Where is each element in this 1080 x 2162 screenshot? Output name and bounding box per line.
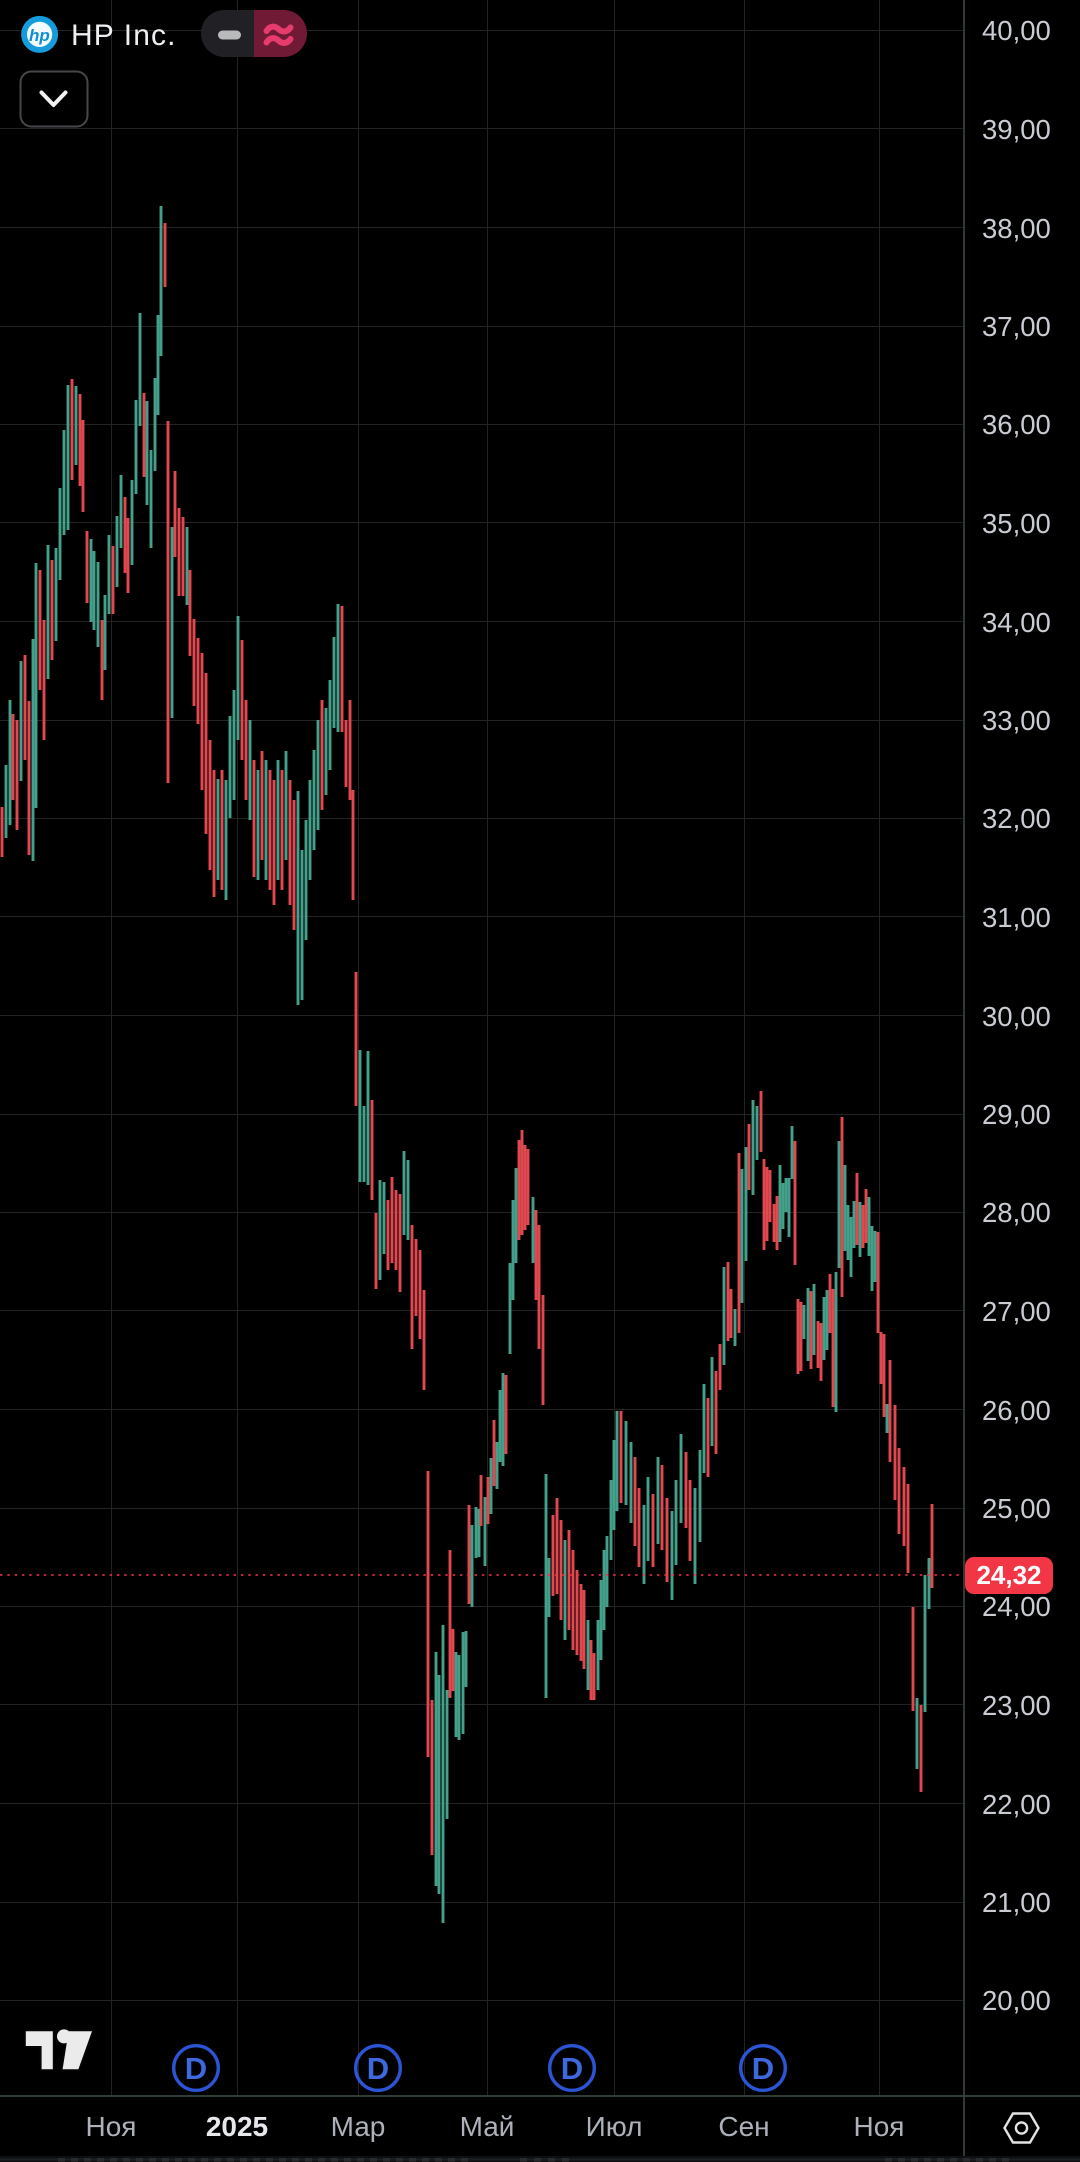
svg-text:Ноя: Ноя [854,2111,905,2142]
svg-text:Сен: Сен [718,2111,769,2142]
svg-text:hp: hp [29,26,50,45]
svg-text:D: D [367,2051,389,2086]
svg-text:27,00: 27,00 [982,1296,1051,1327]
svg-text:40,00: 40,00 [982,15,1051,46]
svg-text:31,00: 31,00 [982,902,1051,933]
svg-text:Мар: Мар [331,2111,386,2142]
svg-text:24,32: 24,32 [976,1560,1041,1590]
svg-text:39,00: 39,00 [982,114,1051,145]
svg-text:29,00: 29,00 [982,1099,1051,1130]
svg-text:Июл: Июл [586,2111,643,2142]
svg-text:37,00: 37,00 [982,311,1051,342]
svg-text:28,00: 28,00 [982,1197,1051,1228]
svg-text:25,00: 25,00 [982,1493,1051,1524]
svg-text:20,00: 20,00 [982,1985,1051,2016]
svg-text:33,00: 33,00 [982,705,1051,736]
svg-text:Май: Май [460,2111,515,2142]
svg-text:26,00: 26,00 [982,1395,1051,1426]
svg-text:D: D [752,2051,774,2086]
svg-text:22,00: 22,00 [982,1789,1051,1820]
svg-text:34,00: 34,00 [982,607,1051,638]
svg-text:D: D [561,2051,583,2086]
svg-text:24,00: 24,00 [982,1591,1051,1622]
svg-text:21,00: 21,00 [982,1887,1051,1918]
svg-text:36,00: 36,00 [982,409,1051,440]
svg-text:2025: 2025 [206,2111,268,2142]
svg-text:23,00: 23,00 [982,1690,1051,1721]
svg-text:35,00: 35,00 [982,508,1051,539]
svg-text:D: D [185,2051,207,2086]
svg-text:30,00: 30,00 [982,1001,1051,1032]
svg-text:32,00: 32,00 [982,803,1051,834]
svg-text:Ноя: Ноя [86,2111,137,2142]
svg-text:HP Inc.: HP Inc. [71,19,177,52]
svg-text:38,00: 38,00 [982,213,1051,244]
